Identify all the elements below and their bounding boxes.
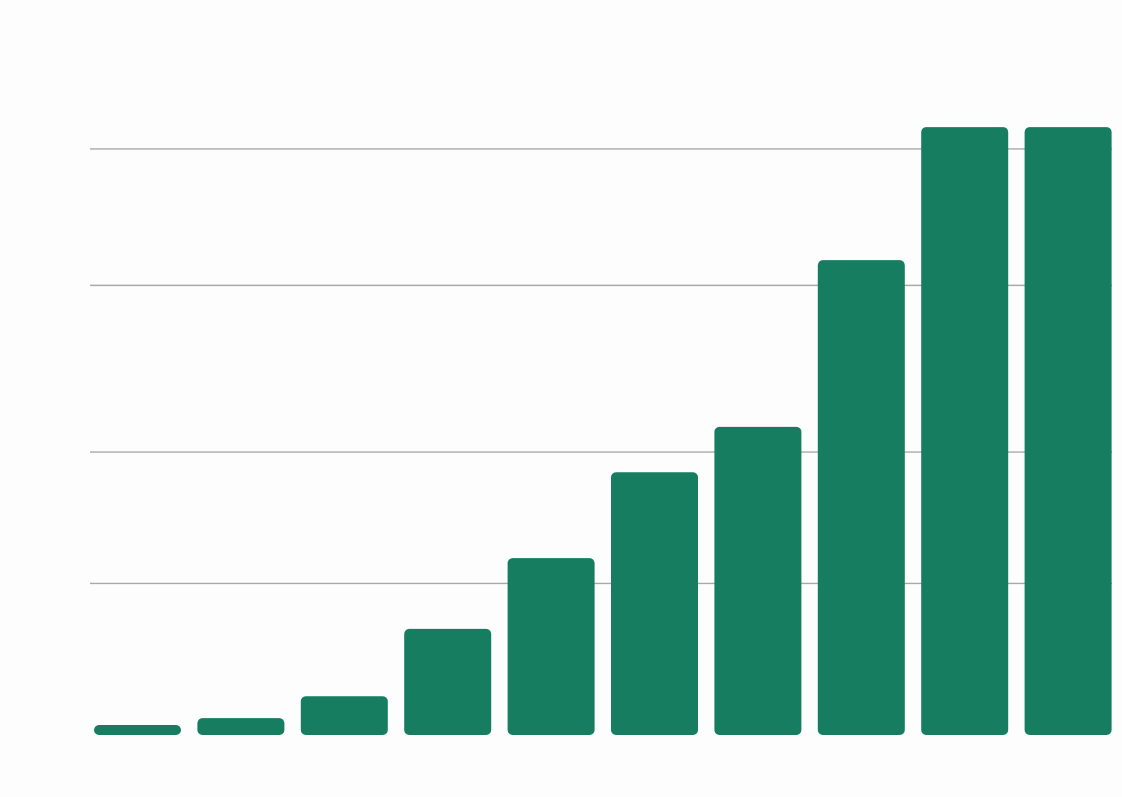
bar-8 — [817, 260, 905, 735]
bar-5 — [507, 558, 595, 735]
bar-7 — [714, 426, 802, 735]
bar-1 — [94, 725, 181, 735]
bar-10 — [1024, 127, 1112, 736]
bar-6 — [611, 472, 698, 735]
bars — [94, 127, 1112, 736]
bar-4 — [404, 628, 492, 735]
bar-2 — [197, 718, 285, 735]
bar-9 — [921, 127, 1009, 736]
bar-3 — [300, 696, 388, 735]
